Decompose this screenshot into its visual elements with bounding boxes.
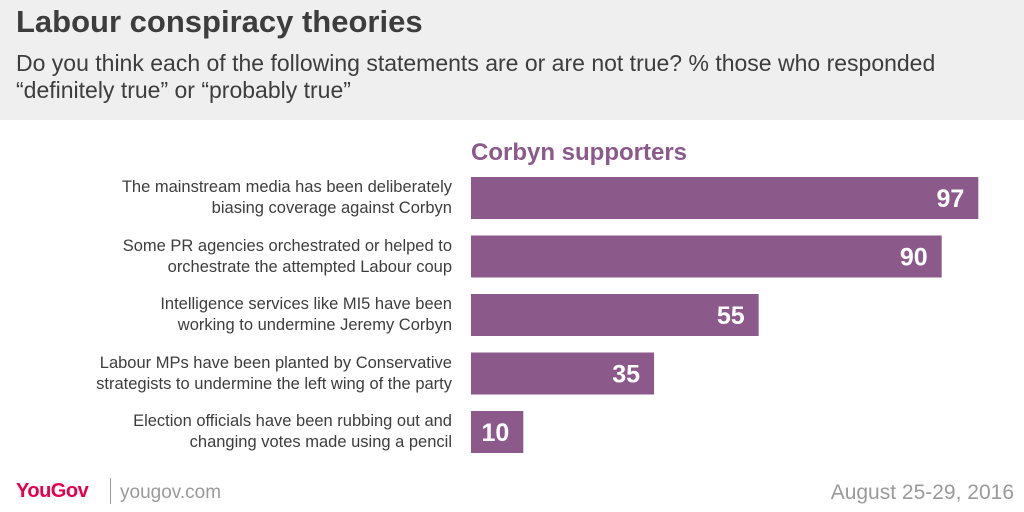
bar [471,177,979,219]
category-label: Some PR agencies orchestrated or helped … [20,236,452,278]
bar-value-label: 55 [717,302,745,330]
category-label-line: Election officials have been rubbing out… [133,412,452,430]
category-label-line: Some PR agencies orchestrated or helped … [122,236,452,255]
footer-url: yougov.com [120,482,222,503]
bar [471,411,524,453]
chart-title: Labour conspiracy theories [16,4,423,39]
category-label: Election officials have been rubbing out… [20,411,452,453]
bar [471,352,655,395]
header-band: Labour conspiracy theories Do you think … [0,0,1024,120]
bar [471,235,942,278]
category-label-line: working to undermine Jeremy Corbyn [177,316,452,334]
survey-date: August 25-29, 2016 [830,481,1014,504]
chart-subtitle: Do you think each of the following state… [16,50,936,103]
footer-divider [110,478,111,504]
bar-value-label: 90 [900,244,928,272]
bar-value-label: 97 [936,185,964,213]
category-label-line: Labour MPs have been planted by Conserva… [99,353,452,372]
category-label-line: biasing coverage against Corbyn [211,199,452,217]
category-label: The mainstream media has been deliberate… [20,177,452,219]
bar-value-label: 10 [481,419,509,447]
yougov-logo: YouGov [16,480,89,502]
bar-value-label: 35 [612,361,640,389]
category-label-line: The mainstream media has been deliberate… [121,178,452,196]
bar [471,294,759,336]
category-label-line: changing votes made using a pencil [189,433,452,451]
category-label-line: Intelligence services like MI5 have been [160,295,452,313]
category-label-line: strategists to undermine the left wing o… [96,374,452,393]
category-label-line: orchestrate the attempted Labour coup [167,257,452,276]
category-label: Labour MPs have been planted by Conserva… [20,353,452,395]
category-label: Intelligence services like MI5 have been… [20,294,452,336]
series-label: Corbyn supporters [471,139,688,166]
